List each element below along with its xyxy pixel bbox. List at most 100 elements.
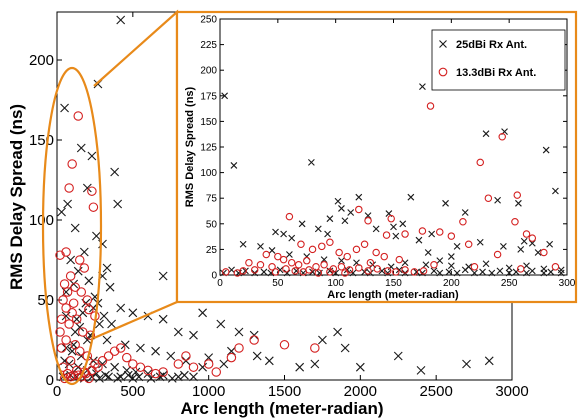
main-point-o [211, 367, 222, 377]
main-point-o [150, 368, 161, 379]
inset-point-o [222, 268, 230, 276]
inset-x-axis-label: Arc length (meter-radian) [327, 289, 459, 301]
main-point-x [355, 362, 365, 372]
inset-point-x [355, 193, 363, 201]
legend-label-13dbi: 13.3dBi Rx Ant. [456, 67, 536, 79]
inset-point-x [517, 246, 525, 253]
inset-x-tick-label: 300 [559, 278, 576, 289]
inset-point-x [445, 268, 453, 276]
main-point-o [279, 340, 290, 350]
inset-point-o [498, 133, 506, 141]
main-x-tick-label: 1000 [192, 383, 225, 400]
inset-point-o [271, 268, 280, 276]
main-point-o [103, 351, 114, 361]
inset-point-x [221, 92, 229, 100]
main-point-o [67, 159, 77, 169]
inset-point-x [349, 269, 357, 277]
inset-point-x [499, 242, 507, 250]
inset-x-tick-label: 250 [501, 278, 518, 289]
main-point-o [65, 356, 76, 366]
inset-point-x [515, 199, 522, 207]
inset-point-o [513, 191, 522, 199]
main-point-x [95, 319, 104, 329]
main-point-o [68, 298, 79, 308]
inset-point-x [387, 263, 395, 271]
main-y-axis-label: RMS Delay Spread (ns) [7, 104, 26, 290]
inset-point-x [390, 223, 397, 231]
inset-point-x [401, 259, 409, 267]
main-y-tick-label: 150 [29, 132, 54, 149]
main-point-o [97, 356, 108, 366]
inset-point-x [523, 269, 530, 277]
main-point-x [70, 327, 80, 337]
inset-point-o [302, 256, 311, 265]
inset-point-x [540, 269, 548, 277]
inset-point-x [415, 236, 423, 244]
main-point-o [84, 373, 94, 384]
inset-point-x [298, 220, 306, 228]
main-point-o [70, 282, 80, 292]
main-point-x [310, 359, 320, 369]
inset-point-o [250, 266, 259, 274]
inset-point-x [334, 197, 342, 205]
main-x-tick-label: 2000 [344, 383, 377, 400]
inset-point-o [426, 102, 435, 110]
main-point-x [146, 374, 156, 383]
inset-point-x [557, 266, 565, 274]
main-x-tick-label: 500 [120, 383, 145, 400]
inset-point-o [314, 269, 323, 277]
inset-point-x [332, 269, 340, 277]
inset-point-x [488, 269, 496, 277]
inset-point-o [447, 232, 456, 240]
zoom-connector [93, 9, 179, 340]
inset-point-x [286, 251, 293, 258]
inset-point-x [343, 266, 351, 274]
main-point-x [99, 311, 109, 321]
main-point-o [203, 359, 214, 369]
main-point-o [93, 362, 103, 372]
main-point-x [78, 308, 88, 318]
inset-point-o [464, 240, 473, 249]
inset-point-o [256, 261, 265, 269]
inset-point-x [228, 266, 235, 274]
inset-point-o [401, 230, 409, 238]
inset-point-o [282, 265, 290, 273]
inset-point-x [528, 267, 536, 275]
inset-point-x [384, 269, 392, 277]
inset-point-o [285, 212, 294, 221]
main-point-o [64, 319, 74, 329]
main-point-o [188, 362, 199, 372]
inset-point-o [372, 248, 380, 257]
inset-x-tick-label: 150 [385, 278, 402, 289]
main-point-x [102, 263, 112, 273]
inset-point-x [547, 268, 555, 276]
inset-point-x [419, 83, 426, 90]
inset-point-x [422, 261, 430, 269]
inset-point-o [380, 252, 388, 261]
main-point-x [69, 340, 79, 350]
inset-point-x [534, 249, 542, 256]
inset-point-o [364, 267, 372, 275]
main-point-o [55, 327, 65, 337]
inset-point-o [395, 255, 404, 264]
main-point-o [87, 365, 97, 376]
main-point-o [75, 255, 85, 265]
inset-point-o [366, 258, 375, 267]
main-point-o [71, 365, 82, 376]
main-point-o [62, 287, 73, 297]
inset-point-x [436, 257, 444, 265]
main-point-x [216, 319, 226, 329]
inset-point-x [482, 130, 490, 138]
inset-point-o [540, 248, 548, 257]
inset-y-tick-label: 25 [206, 245, 218, 256]
inset-point-o [320, 261, 328, 269]
main-point-x [113, 374, 123, 383]
main-point-o [61, 247, 71, 257]
main-point-x [105, 282, 115, 292]
legend-marker-o [438, 67, 448, 77]
inset-point-o [383, 267, 392, 275]
main-point-x [219, 359, 229, 369]
main-point-x [295, 362, 305, 372]
inset-point-o [274, 252, 282, 261]
main-point-o [56, 314, 67, 324]
